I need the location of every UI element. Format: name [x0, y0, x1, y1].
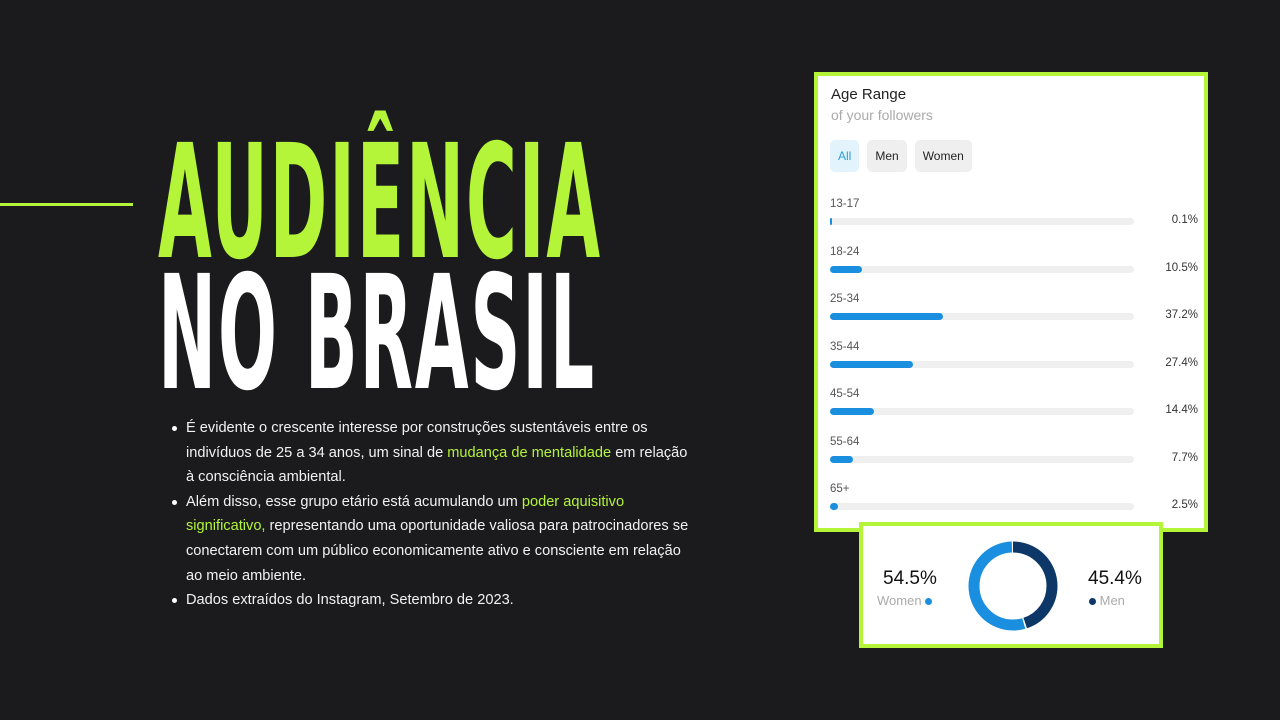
bullet-item: Além disso, esse grupo etário está acumu… [170, 490, 690, 588]
age-row: 18-24 10.5% [830, 244, 1200, 292]
card-title: Age Range [831, 86, 907, 103]
age-label: 35-44 [830, 340, 860, 353]
bar-track [830, 408, 1134, 415]
bar-track [830, 360, 1134, 368]
age-row: 45-54 14.4% [830, 386, 1200, 434]
donut-slice-women [968, 541, 1058, 631]
men-label: Men [1099, 593, 1125, 608]
title-line-2: NO BRASIL [158, 242, 596, 426]
bar [830, 360, 914, 368]
tab-all[interactable]: All [830, 140, 860, 172]
age-row: 13-17 0.1% [830, 196, 1200, 244]
highlight-text: mudança de mentalidade [447, 444, 612, 461]
age-range-card: Age Range of your followers All Men Wome… [814, 72, 1208, 532]
age-value: 7.7% [1171, 451, 1198, 464]
age-row: 65+ 2.5% [830, 481, 1200, 529]
women-value: 54.5% [883, 568, 937, 589]
age-value: 37.2% [1165, 309, 1198, 321]
age-label: 13-17 [830, 198, 860, 210]
bar-track [830, 265, 1134, 273]
men-legend: Men [1089, 593, 1125, 608]
age-value: 10.5% [1165, 261, 1198, 274]
age-label: 18-24 [830, 245, 860, 258]
women-legend: Women [877, 593, 933, 608]
bullet-text: em relação à consciência ambiental. [186, 444, 688, 486]
bar-track [830, 313, 1134, 320]
highlight-text: poder aquisitivo significativo, [186, 493, 625, 535]
bar [830, 503, 838, 510]
gender-card: 54.5% Women 45.4% Men [859, 522, 1163, 648]
tab-men[interactable]: Men [867, 140, 907, 172]
age-bars: 13-17 0.1% 18-24 10.5% 25-34 37.2% 35-44 27.4% 4… [830, 196, 1200, 529]
age-value: 0.1% [1171, 214, 1198, 226]
title-line-1: AUDIÊNCIA [158, 111, 602, 295]
bullet-list: É evidente o crescente interesse por con… [170, 416, 690, 613]
bullet-text: Dados extraídos do Instagram, Setembro d… [186, 592, 514, 609]
bar [830, 455, 854, 463]
men-dot-icon [1089, 598, 1096, 606]
age-row: 25-34 37.2% [830, 291, 1200, 339]
age-label: 55-64 [830, 435, 860, 448]
bar [830, 313, 944, 320]
age-label: 25-34 [830, 293, 860, 305]
women-dot-icon [925, 598, 933, 606]
bar [830, 218, 832, 225]
bar-track [830, 455, 1134, 463]
bullet-item: Dados extraídos do Instagram, Setembro d… [170, 588, 690, 613]
bar-track [830, 218, 1134, 225]
card-subtitle: of your followers [831, 107, 933, 123]
bar [830, 265, 862, 273]
tab-women[interactable]: Women [914, 140, 972, 172]
age-value: 2.5% [1171, 499, 1198, 511]
bullet-text: É evidente o crescente interesse por con… [186, 420, 648, 461]
age-row: 55-64 7.7% [830, 434, 1200, 482]
men-value: 45.4% [1088, 568, 1142, 589]
donut-chart [968, 541, 1058, 631]
donut-slice-men [968, 541, 1058, 631]
age-value: 14.4% [1165, 404, 1198, 416]
bullet-item: É evidente o crescente interesse por con… [170, 416, 690, 490]
bullet-text: Além disso, esse grupo etário está acumu… [186, 493, 522, 510]
bullet-text: representando uma oportunidade valiosa p… [186, 518, 689, 584]
bar-track [830, 503, 1134, 510]
accent-line [0, 203, 133, 206]
bar [830, 408, 874, 415]
women-label: Women [877, 593, 922, 608]
age-value: 27.4% [1165, 356, 1198, 369]
age-label: 65+ [830, 483, 850, 495]
age-label: 45-54 [830, 388, 860, 400]
age-row: 35-44 27.4% [830, 339, 1200, 387]
